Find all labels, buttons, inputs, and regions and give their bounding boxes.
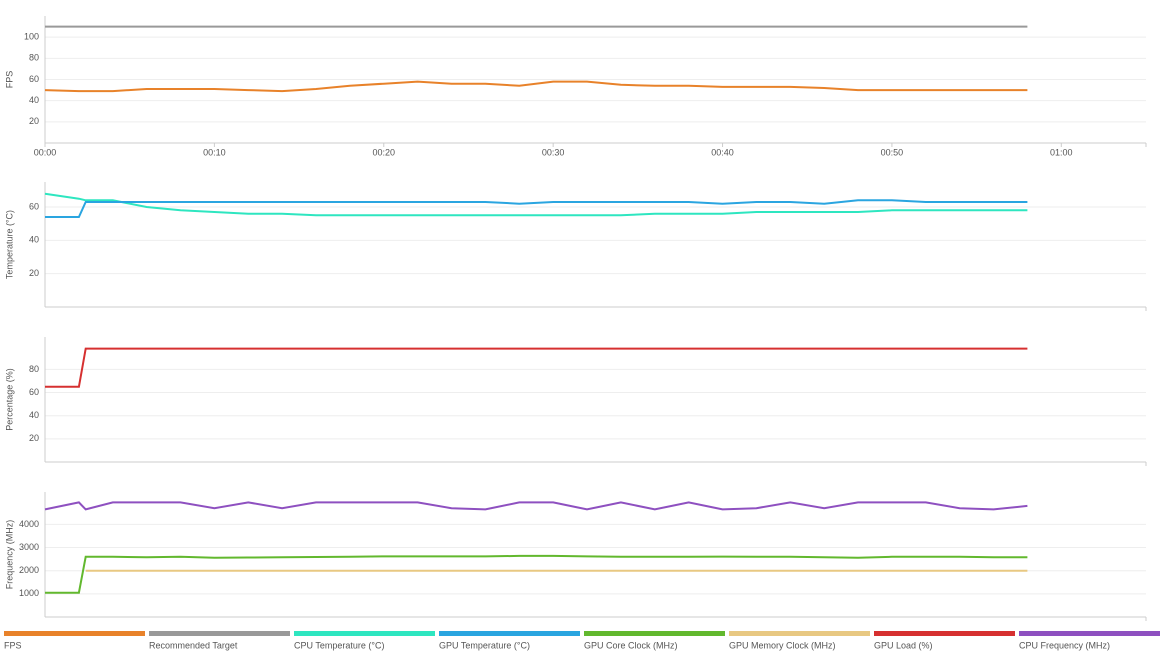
y-tick-label: 40 [29, 95, 39, 105]
y-tick-label: 2000 [19, 565, 39, 575]
legend-label: Recommended Target [149, 640, 238, 650]
y-tick-label: 60 [29, 387, 39, 397]
legend-label: CPU Temperature (°C) [294, 640, 384, 650]
x-tick-label: 00:40 [711, 147, 734, 157]
legend-label: FPS [4, 640, 22, 650]
series-line [45, 554, 1028, 594]
y-tick-label: 80 [29, 53, 39, 63]
y-axis-label: Percentage (%) [4, 368, 14, 431]
x-tick-label: 00:50 [881, 147, 904, 157]
series-line [44, 80, 1028, 93]
y-tick-label: 40 [29, 410, 39, 420]
series-line [45, 199, 1028, 218]
series-line [44, 192, 1028, 217]
legend-swatch [149, 631, 290, 636]
legend-label: CPU Frequency (MHz) [1019, 640, 1110, 650]
legend-swatch [584, 631, 725, 636]
x-tick-label: 00:00 [34, 147, 57, 157]
series-line [45, 347, 1028, 388]
x-tick-label: 00:30 [542, 147, 565, 157]
y-tick-label: 80 [29, 364, 39, 374]
y-tick-label: 1000 [19, 588, 39, 598]
y-tick-label: 60 [29, 74, 39, 84]
x-tick-label: 01:00 [1050, 147, 1073, 157]
y-axis-label: Temperature (°C) [4, 210, 14, 279]
legend-label: GPU Temperature (°C) [439, 640, 530, 650]
legend-swatch [4, 631, 145, 636]
y-tick-label: 3000 [19, 542, 39, 552]
legend-swatch [1019, 631, 1160, 636]
legend-swatch [874, 631, 1015, 636]
series-line [44, 501, 1028, 511]
y-axis-label: FPS [4, 71, 14, 89]
legend-label: GPU Load (%) [874, 640, 933, 650]
legend-swatch [294, 631, 435, 636]
y-tick-label: 100 [24, 32, 39, 42]
y-axis-label: Frequency (MHz) [4, 520, 14, 590]
legend-swatch [439, 631, 580, 636]
legend-label: GPU Core Clock (MHz) [584, 640, 678, 650]
legend-swatch [729, 631, 870, 636]
y-tick-label: 4000 [19, 519, 39, 529]
y-tick-label: 60 [29, 201, 39, 211]
y-tick-label: 20 [29, 116, 39, 126]
y-tick-label: 20 [29, 268, 39, 278]
x-tick-label: 00:20 [373, 147, 396, 157]
y-tick-label: 40 [29, 235, 39, 245]
y-tick-label: 20 [29, 433, 39, 443]
legend-label: GPU Memory Clock (MHz) [729, 640, 836, 650]
x-tick-label: 00:10 [203, 147, 226, 157]
